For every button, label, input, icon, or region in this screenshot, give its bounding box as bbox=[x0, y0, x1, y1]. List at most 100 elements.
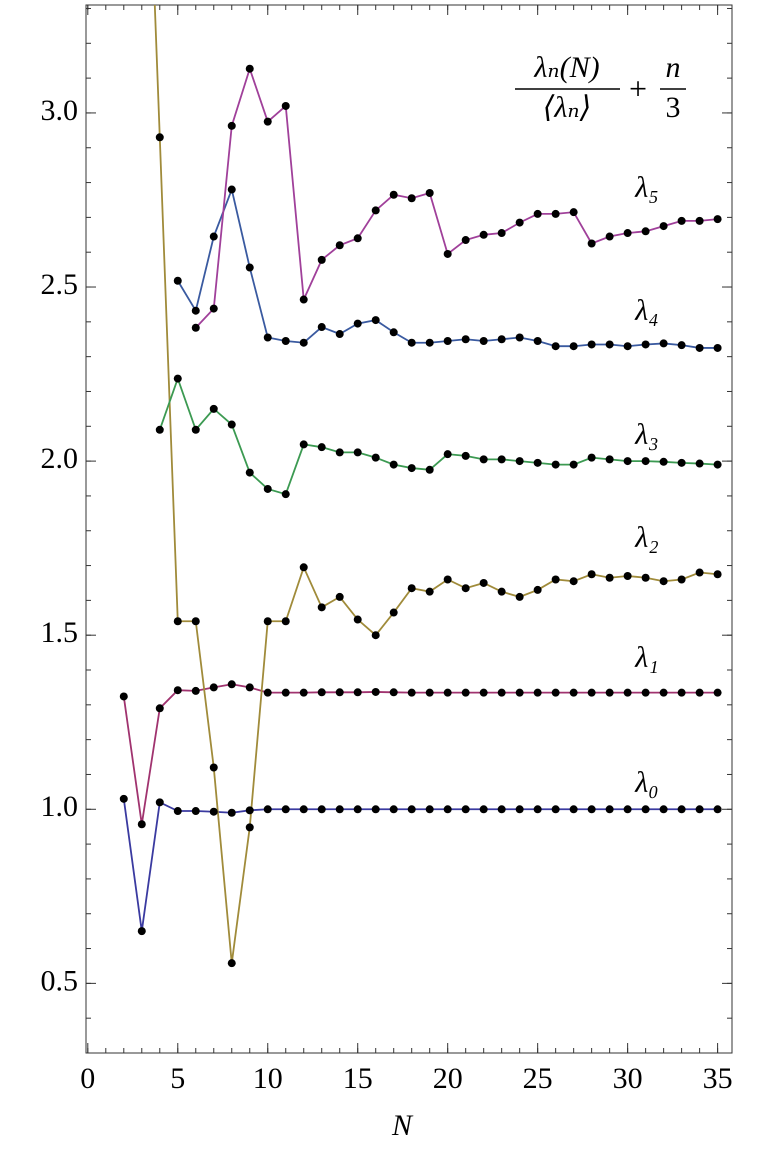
data-point bbox=[659, 805, 668, 814]
data-point bbox=[695, 216, 704, 225]
data-point bbox=[299, 688, 308, 697]
data-point bbox=[389, 190, 398, 199]
data-point bbox=[227, 808, 236, 817]
data-point bbox=[263, 617, 272, 626]
data-point bbox=[263, 117, 272, 126]
data-point bbox=[209, 404, 218, 413]
data-point bbox=[353, 234, 362, 243]
data-point bbox=[335, 688, 344, 697]
data-point bbox=[407, 584, 416, 593]
data-point bbox=[425, 688, 434, 697]
data-point bbox=[623, 342, 632, 351]
data-point bbox=[389, 460, 398, 469]
data-point bbox=[677, 216, 686, 225]
data-point bbox=[317, 323, 326, 332]
data-point bbox=[335, 241, 344, 250]
data-point bbox=[677, 341, 686, 350]
data-point bbox=[425, 805, 434, 814]
data-point bbox=[353, 688, 362, 697]
data-point bbox=[263, 484, 272, 493]
data-point bbox=[659, 577, 668, 586]
data-point bbox=[713, 215, 722, 224]
data-point bbox=[515, 688, 524, 697]
data-point bbox=[695, 343, 704, 352]
data-point bbox=[119, 692, 128, 701]
data-point bbox=[461, 451, 470, 460]
data-point bbox=[713, 343, 722, 352]
data-point bbox=[695, 688, 704, 697]
data-point bbox=[425, 465, 434, 474]
data-point bbox=[227, 680, 236, 689]
data-point bbox=[533, 805, 542, 814]
data-point bbox=[335, 330, 344, 339]
data-point bbox=[623, 229, 632, 238]
data-point bbox=[497, 688, 506, 697]
data-point bbox=[641, 227, 650, 236]
data-point bbox=[461, 805, 470, 814]
data-point bbox=[551, 342, 560, 351]
data-point bbox=[245, 64, 254, 73]
data-point bbox=[227, 121, 236, 130]
data-point bbox=[659, 222, 668, 231]
data-point bbox=[209, 232, 218, 241]
data-point bbox=[209, 683, 218, 692]
data-point bbox=[551, 805, 560, 814]
data-point bbox=[407, 338, 416, 347]
x-tick-label: 20 bbox=[433, 1062, 463, 1095]
data-point bbox=[407, 464, 416, 473]
data-point bbox=[281, 336, 290, 345]
data-point bbox=[533, 336, 542, 345]
series-label: λ₂ bbox=[634, 521, 658, 554]
data-point bbox=[587, 570, 596, 579]
data-point bbox=[299, 805, 308, 814]
data-point bbox=[587, 453, 596, 462]
data-point bbox=[227, 420, 236, 429]
data-point bbox=[227, 185, 236, 194]
y-tick-label: 1.5 bbox=[41, 616, 79, 649]
data-point bbox=[641, 805, 650, 814]
data-point bbox=[389, 805, 398, 814]
data-point bbox=[551, 575, 560, 584]
data-point bbox=[587, 340, 596, 349]
data-point bbox=[569, 208, 578, 217]
data-point bbox=[335, 592, 344, 601]
series-label: λ₃ bbox=[634, 418, 658, 451]
data-point bbox=[605, 232, 614, 241]
data-point bbox=[191, 617, 200, 626]
data-point bbox=[515, 333, 524, 342]
data-point bbox=[587, 688, 596, 697]
data-point bbox=[191, 807, 200, 816]
series-label: λ₀ bbox=[634, 766, 658, 799]
data-point bbox=[137, 820, 146, 829]
data-point bbox=[677, 805, 686, 814]
data-point bbox=[623, 688, 632, 697]
data-point bbox=[317, 603, 326, 612]
data-point bbox=[281, 805, 290, 814]
data-point bbox=[173, 807, 182, 816]
data-point bbox=[245, 468, 254, 477]
formula-denominator: ⟨λₙ⟩ bbox=[543, 91, 592, 124]
data-point bbox=[191, 323, 200, 332]
data-point bbox=[191, 425, 200, 434]
data-point bbox=[533, 458, 542, 467]
data-point bbox=[155, 425, 164, 434]
data-point bbox=[461, 688, 470, 697]
data-point bbox=[659, 688, 668, 697]
data-point bbox=[281, 617, 290, 626]
data-point bbox=[173, 617, 182, 626]
data-point bbox=[371, 453, 380, 462]
data-point bbox=[659, 339, 668, 348]
data-point bbox=[515, 592, 524, 601]
data-point bbox=[569, 805, 578, 814]
data-point bbox=[623, 572, 632, 581]
x-tick-label: 0 bbox=[80, 1062, 95, 1095]
data-point bbox=[569, 688, 578, 697]
x-tick-label: 15 bbox=[343, 1062, 373, 1095]
data-point bbox=[353, 615, 362, 624]
data-point bbox=[497, 229, 506, 238]
data-point bbox=[497, 335, 506, 344]
data-point bbox=[155, 798, 164, 807]
data-point bbox=[371, 687, 380, 696]
data-point bbox=[605, 805, 614, 814]
data-point bbox=[443, 249, 452, 258]
